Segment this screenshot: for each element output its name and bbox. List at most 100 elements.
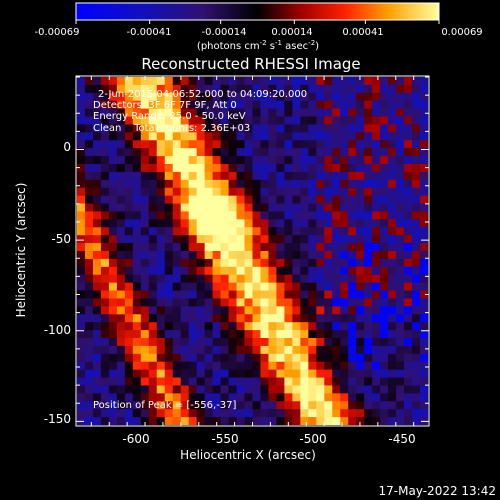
heatmap-cell bbox=[252, 353, 261, 363]
heatmap-cell bbox=[404, 330, 413, 339]
heatmap-cell bbox=[380, 132, 389, 141]
heatmap-cell bbox=[260, 290, 269, 299]
heatmap-cell bbox=[244, 409, 253, 418]
colorbar-tick-label: 0.00014 bbox=[271, 27, 312, 38]
heatmap-cell bbox=[124, 409, 134, 418]
heatmap-cell bbox=[252, 124, 261, 133]
heatmap-cell bbox=[404, 401, 413, 410]
heatmap-cell bbox=[252, 377, 261, 386]
heatmap-cell bbox=[388, 306, 397, 315]
heatmap-cell bbox=[188, 92, 198, 102]
heatmap-cell bbox=[268, 100, 277, 110]
heatmap-cell bbox=[364, 219, 373, 228]
heatmap-cell bbox=[132, 251, 142, 260]
heatmap-cell bbox=[308, 235, 317, 244]
heatmap-cell bbox=[204, 251, 214, 260]
heatmap-cell bbox=[308, 409, 317, 418]
heatmap-cell bbox=[380, 211, 389, 220]
heatmap-cell bbox=[300, 401, 309, 410]
heatmap-cell bbox=[324, 322, 333, 331]
heatmap-cell bbox=[420, 179, 428, 189]
heatmap-cell bbox=[228, 92, 237, 102]
heatmap-cell bbox=[276, 274, 285, 284]
heatmap-cell bbox=[308, 84, 317, 94]
heatmap-cell bbox=[212, 314, 221, 323]
heatmap-cell bbox=[412, 409, 421, 418]
heatmap-cell bbox=[100, 164, 110, 173]
heatmap-cell bbox=[276, 322, 285, 331]
heatmap-cell bbox=[404, 116, 413, 125]
heatmap-cell bbox=[252, 195, 261, 204]
heatmap-cell bbox=[116, 361, 126, 371]
heatmap-cell bbox=[348, 100, 357, 110]
heatmap-cell bbox=[364, 171, 373, 181]
heatmap-cell bbox=[244, 195, 253, 204]
heatmap-cell bbox=[156, 156, 166, 165]
heatmap-cell bbox=[116, 171, 126, 181]
heatmap-cell bbox=[420, 409, 428, 418]
heatmap-cell bbox=[372, 124, 381, 133]
heatmap-cell bbox=[92, 409, 102, 418]
heatmap-cell bbox=[164, 164, 174, 173]
heatmap-cell bbox=[92, 290, 102, 299]
heatmap-cell bbox=[244, 417, 253, 425]
heatmap-cell bbox=[124, 187, 134, 197]
heatmap-cell bbox=[100, 148, 110, 157]
heatmap-cell bbox=[132, 132, 142, 141]
heatmap-cell bbox=[348, 156, 357, 165]
heatmap-cell bbox=[364, 401, 373, 410]
heatmap-cell bbox=[348, 369, 357, 378]
heatmap-cell bbox=[420, 401, 428, 410]
heatmap-cell bbox=[284, 164, 293, 173]
heatmap-cell bbox=[308, 227, 317, 236]
heatmap-cell bbox=[220, 243, 229, 252]
heatmap-cell bbox=[396, 361, 405, 371]
heatmap-cell bbox=[220, 219, 229, 228]
heatmap-cell bbox=[308, 140, 317, 149]
heatmap-cell bbox=[380, 377, 389, 386]
heatmap-cell bbox=[108, 306, 118, 315]
heatmap-cell bbox=[212, 369, 221, 378]
heatmap-cell bbox=[148, 393, 158, 402]
heatmap-cell bbox=[292, 77, 301, 86]
heatmap-cell bbox=[244, 219, 253, 228]
heatmap-cell bbox=[244, 187, 253, 197]
heatmap-cell bbox=[188, 353, 198, 363]
heatmap-cell bbox=[380, 417, 389, 425]
heatmap-cell bbox=[252, 306, 261, 315]
heatmap-cell bbox=[260, 124, 269, 133]
heatmap-cell bbox=[300, 100, 309, 110]
heatmap-cell bbox=[236, 211, 245, 220]
heatmap-cell bbox=[188, 156, 198, 165]
heatmap-cell bbox=[244, 227, 253, 236]
heatmap-cell bbox=[356, 298, 365, 307]
heatmap-cell bbox=[100, 171, 110, 181]
heatmap-cell bbox=[292, 156, 301, 165]
heatmap-cell bbox=[404, 353, 413, 363]
heatmap-cell bbox=[372, 353, 381, 363]
heatmap-cell bbox=[340, 132, 349, 141]
heatmap-cell bbox=[324, 203, 333, 212]
heatmap-cell bbox=[100, 203, 110, 212]
heatmap-cell bbox=[244, 77, 253, 86]
heatmap-cell bbox=[356, 377, 365, 386]
heatmap-cell bbox=[180, 187, 190, 197]
heatmap-cell bbox=[140, 148, 150, 157]
heatmap-cell bbox=[388, 227, 397, 236]
heatmap-cell bbox=[420, 290, 428, 299]
heatmap-cell bbox=[316, 132, 325, 141]
heatmap-cell bbox=[356, 156, 365, 165]
heatmap-cell bbox=[204, 187, 214, 197]
y-tick-label: -150 bbox=[44, 412, 71, 426]
annotation-time: 2-Jun-2015 04:06:52.000 to 04:09:20.000 bbox=[98, 89, 307, 100]
heatmap-cell bbox=[92, 298, 102, 307]
heatmap-cell bbox=[148, 377, 158, 386]
heatmap-cell bbox=[332, 148, 341, 157]
heatmap-cell bbox=[292, 282, 301, 291]
heatmap-cell bbox=[252, 235, 261, 244]
heatmap-cell bbox=[188, 132, 198, 141]
heatmap-cell bbox=[388, 92, 397, 102]
heatmap-cell bbox=[77, 322, 86, 331]
heatmap-cell bbox=[156, 195, 166, 204]
heatmap-cell bbox=[292, 258, 301, 268]
